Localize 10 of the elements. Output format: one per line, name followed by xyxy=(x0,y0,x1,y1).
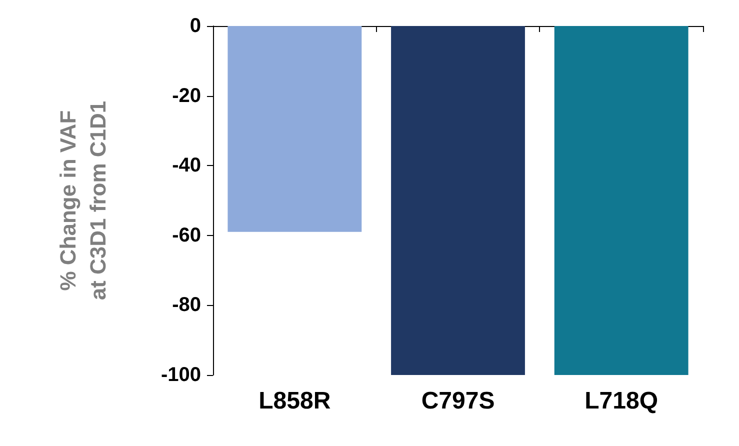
x-tick-label: L718Q xyxy=(584,388,658,414)
y-tick-label: -100 xyxy=(160,364,201,386)
y-axis-title: % Change in VAF at C3D1 from C1D1 xyxy=(56,100,110,300)
y-tick-label: -60 xyxy=(172,224,201,246)
y-tick-label: -20 xyxy=(172,84,201,107)
y-tick-label: -80 xyxy=(172,294,201,316)
x-tick-label: L858R xyxy=(258,388,331,414)
x-tick-label: C797S xyxy=(421,388,495,414)
y-tick-label: 0 xyxy=(190,15,201,37)
y-tick-label: -40 xyxy=(172,154,201,177)
